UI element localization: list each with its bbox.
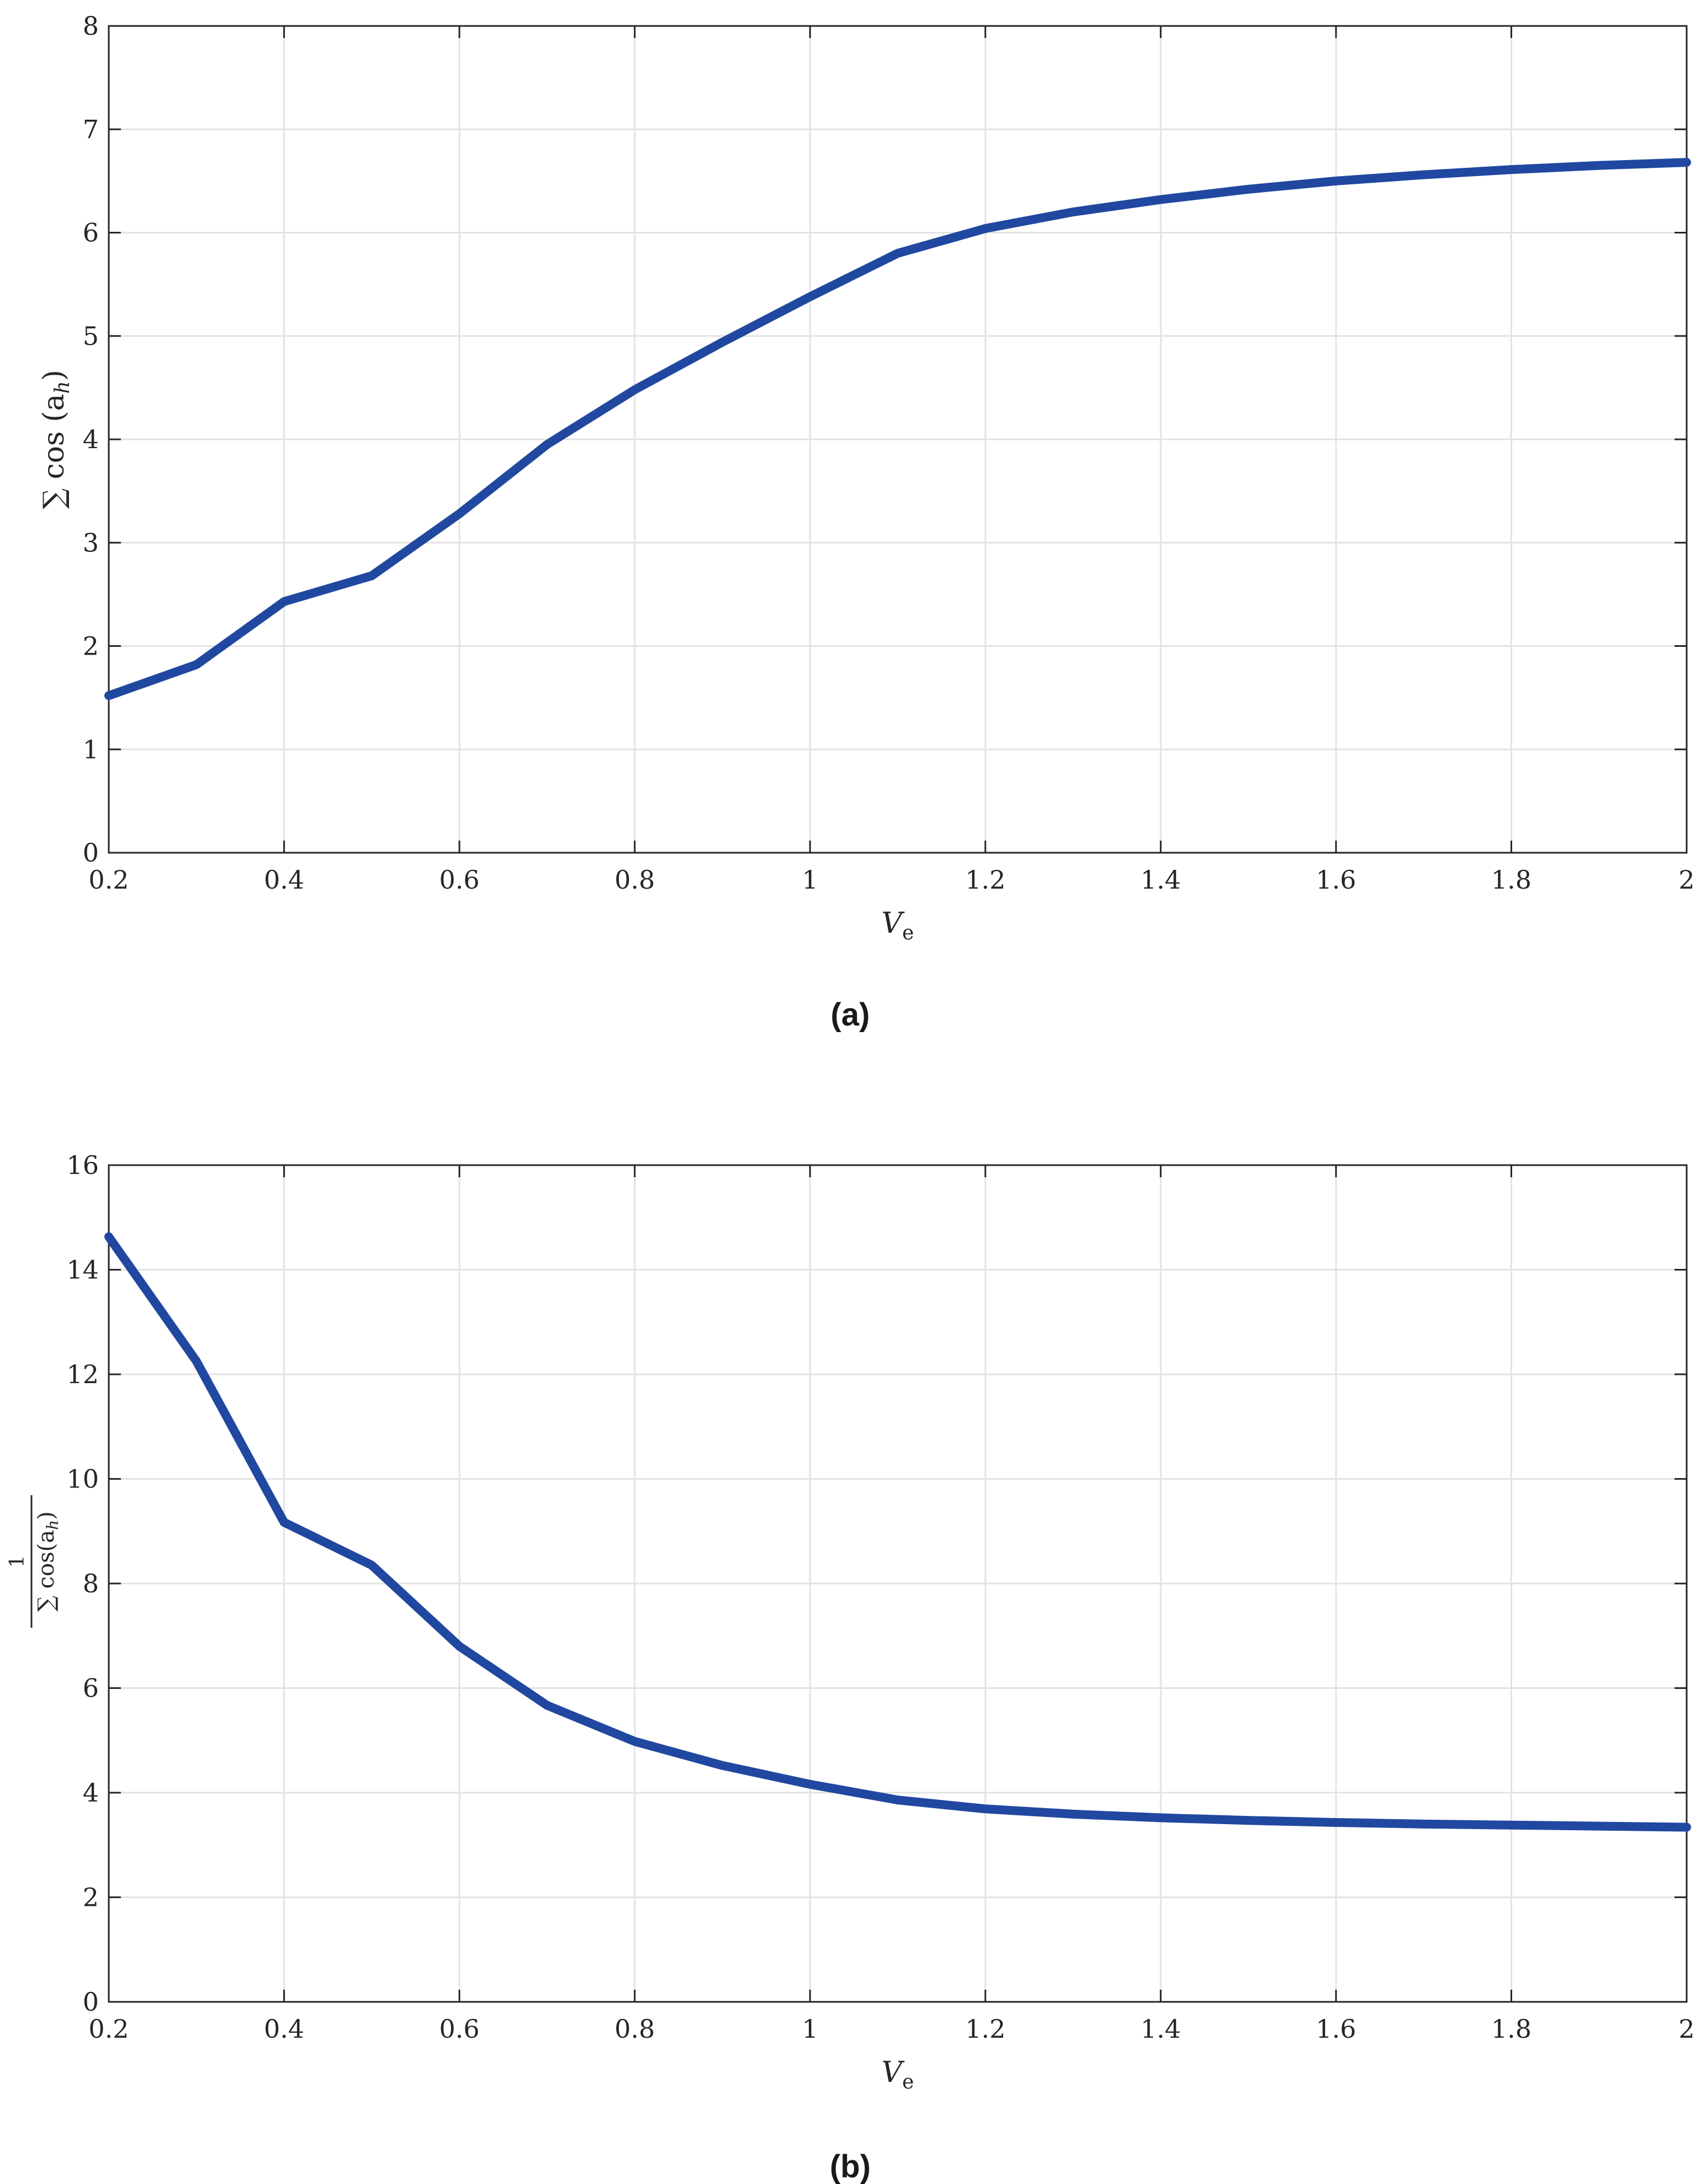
x-tick-label: 1 [802,2014,818,2044]
x-tick-label: 0.4 [264,865,304,895]
y-tick-label: 6 [83,218,99,248]
series-line [104,1232,1691,1832]
y-tick-label: 8 [83,1569,99,1598]
y-tick-label: 6 [83,1673,99,1703]
x-tick-label: 1.4 [1141,865,1181,895]
x-tick-label: 1.2 [965,865,1005,895]
x-tick-label: 0.2 [88,2014,129,2044]
y-axis-label: 1 ∑ cos(ah) [6,1495,62,1628]
x-tick-label: 2 [1678,865,1694,895]
y-tick-label: 1 [83,735,99,764]
y-tick-label: 14 [66,1255,99,1285]
y-tick-label: 12 [66,1359,99,1389]
x-tick-label: 0.8 [614,865,655,895]
y-tick-label: 8 [83,11,99,41]
series-line [104,158,1691,700]
x-tick-label: 1.6 [1316,865,1356,895]
figure-caption: (b) [830,2149,871,2184]
x-tick-label: 1.6 [1316,2014,1356,2044]
y-tick-label: 4 [83,1778,99,1808]
y-tick-label: 0 [83,838,99,868]
y-tick-label: 3 [83,528,99,557]
y-tick-label: 0 [83,1987,99,2017]
x-tick-label: 1 [802,865,818,895]
x-tick-label: 2 [1678,2014,1694,2044]
x-tick-label: 0.6 [439,2014,480,2044]
y-tick-label: 16 [66,1150,99,1180]
x-tick-label: 1.2 [965,2014,1005,2044]
x-tick-label: 1.4 [1141,2014,1181,2044]
figure-caption: (a) [831,997,870,1033]
y-tick-label: 2 [83,631,99,661]
x-axis-label: Ve [882,907,914,944]
x-tick-label: 1.8 [1491,2014,1532,2044]
x-tick-label: 1.8 [1491,865,1532,895]
chart-a: 0.2 0.4 0.6 0.8 1 1.2 1.4 1.6 1.8 2 0 1 2 3 4 5 6 7 8 Ve ∑ c… [38,11,1695,1033]
x-tick-label: 0.2 [88,865,129,895]
chart-b: 0.2 0.4 0.6 0.8 1 1.2 1.4 1.6 1.8 2 0 2 4 6 8 10 12 14 16 V… [6,1150,1695,2184]
y-axis-label-numerator: 1 [6,1555,29,1568]
y-axis-label: ∑ cos (ah) [38,370,74,509]
y-tick-label: 4 [83,424,99,454]
x-tick-label: 0.6 [439,865,480,895]
y-tick-label: 2 [83,1883,99,1912]
x-tick-label: 0.4 [264,2014,304,2044]
x-tick-label: 0.8 [614,2014,655,2044]
x-axis-label: Ve [882,2056,914,2093]
y-tick-label: 5 [83,321,99,351]
y-axis-label-denominator: ∑ cos(ah) [34,1511,62,1611]
y-tick-label: 10 [66,1464,99,1494]
y-tick-label: 7 [83,114,99,144]
